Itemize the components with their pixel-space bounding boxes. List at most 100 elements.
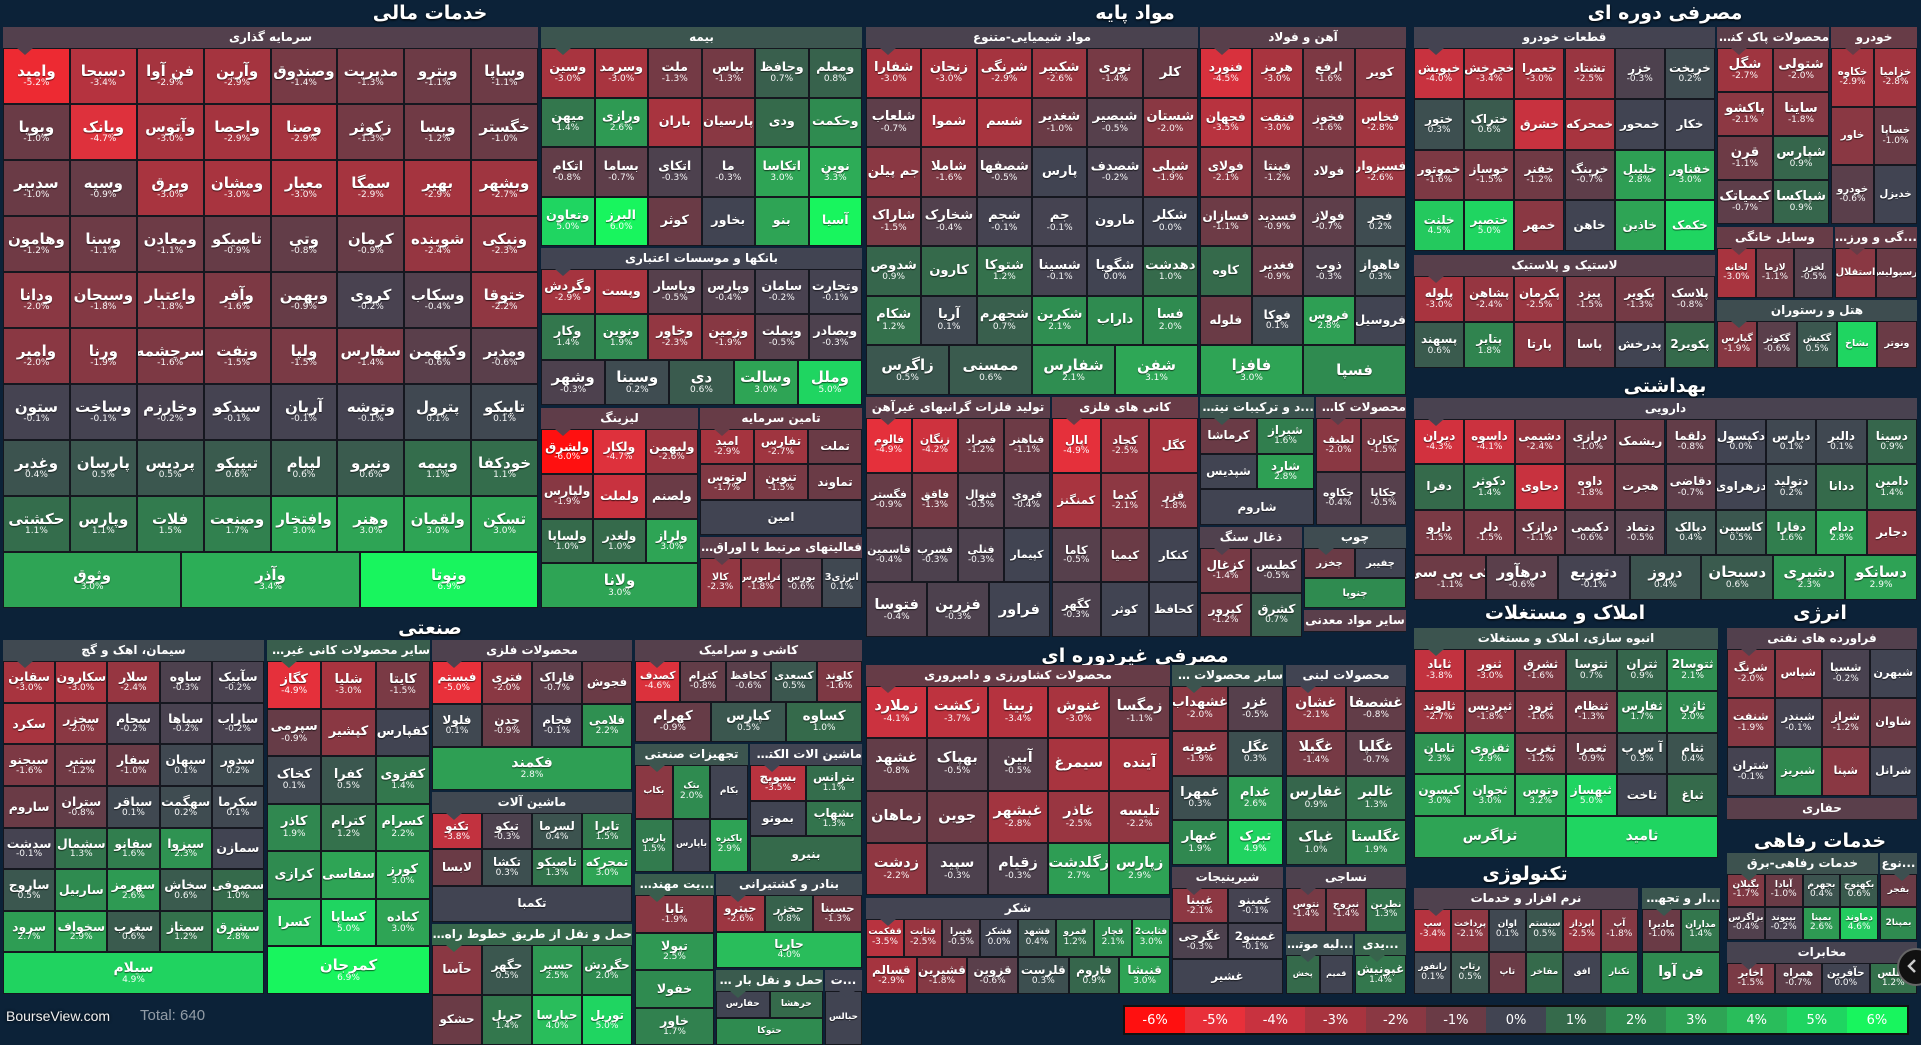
stock-tile[interactable]: سلار -2.4% bbox=[107, 661, 160, 703]
stock-tile[interactable]: غیونه -1.9% bbox=[1172, 730, 1228, 776]
stock-tile[interactable]: شارد 2.8% bbox=[1257, 453, 1314, 490]
stock-tile[interactable]: غگیلا -1.4% bbox=[1286, 730, 1346, 776]
stock-tile[interactable]: ساروج 0.5% bbox=[3, 869, 56, 911]
industry-group-header[interactable]: نرم افزار و خدمات bbox=[1414, 888, 1638, 910]
stock-tile[interactable]: اتکای -0.3% bbox=[648, 147, 702, 197]
stock-tile[interactable]: فجهان -3.5% bbox=[1200, 97, 1252, 148]
industry-group-header[interactable]: مخابرات bbox=[1727, 942, 1917, 964]
stock-tile[interactable]: زماهان bbox=[866, 790, 927, 843]
stock-tile[interactable]: تکنار bbox=[1600, 951, 1638, 994]
stock-tile[interactable]: غبینا -2.1% bbox=[1172, 888, 1228, 924]
stock-tile[interactable]: فنلی -0.3% bbox=[958, 527, 1004, 583]
stock-tile[interactable]: کایتا -1.5% bbox=[375, 661, 430, 709]
stock-tile[interactable]: حرهشا bbox=[769, 991, 823, 1018]
stock-tile[interactable]: کشرق 0.7% bbox=[1251, 592, 1302, 637]
stock-tile[interactable]: داوه -1.8% bbox=[1564, 464, 1616, 510]
stock-tile[interactable]: ونیکی -2.3% bbox=[471, 216, 538, 272]
stock-tile[interactable]: شکلر 0.0% bbox=[1142, 196, 1198, 247]
stock-tile[interactable]: خودرو -0.6% bbox=[1831, 165, 1874, 224]
stock-tile[interactable]: ولصنم bbox=[645, 473, 698, 519]
stock-tile[interactable]: پکرمان -2.5% bbox=[1514, 276, 1565, 322]
stock-tile[interactable]: فروس 2.8% bbox=[1303, 295, 1355, 346]
stock-tile[interactable]: فمراد -1.2% bbox=[958, 418, 1004, 473]
stock-tile[interactable]: فولاد bbox=[1303, 147, 1355, 197]
stock-tile[interactable]: بساما -0.7% bbox=[594, 147, 648, 197]
stock-tile[interactable]: فسپا bbox=[1303, 345, 1406, 395]
industry-group-header[interactable]: حمل و نقل از طریق خطوط راه اهن bbox=[432, 924, 632, 946]
stock-tile[interactable]: دکیمی -0.6% bbox=[1564, 509, 1616, 555]
industry-group-header[interactable]: محصولات فلزی bbox=[432, 640, 632, 662]
stock-tile[interactable]: سپید -0.3% bbox=[926, 842, 988, 895]
stock-tile[interactable]: ساربیل bbox=[55, 869, 108, 911]
stock-tile[interactable]: بپیوند -0.2% bbox=[1764, 907, 1803, 940]
stock-tile[interactable]: سکرما 0.1% bbox=[211, 785, 264, 828]
stock-tile[interactable]: افق bbox=[1563, 951, 1601, 994]
stock-tile[interactable]: سیدکو -0.1% bbox=[203, 384, 271, 440]
stock-tile[interactable]: ورازی 2.6% bbox=[594, 97, 648, 147]
stock-tile[interactable]: سجام -0.2% bbox=[107, 702, 160, 745]
stock-tile[interactable]: سباقر 0.1% bbox=[107, 785, 160, 828]
stock-tile[interactable]: شگل -2.7% bbox=[1717, 48, 1773, 92]
stock-tile[interactable]: کپشیر bbox=[321, 708, 376, 757]
stock-tile[interactable]: تپولا 2.5% bbox=[635, 932, 714, 970]
stock-tile[interactable]: فخوز -1.6% bbox=[1303, 97, 1355, 148]
stock-tile[interactable]: دماوند 4.6% bbox=[1840, 907, 1878, 940]
stock-tile[interactable]: سفار -1.0% bbox=[107, 744, 160, 786]
stock-tile[interactable]: نطرین 1.3% bbox=[1366, 888, 1406, 932]
stock-tile[interactable]: ولغدر 1.0% bbox=[593, 518, 646, 564]
stock-tile[interactable]: پاکیزه 2.9% bbox=[710, 818, 748, 872]
stock-tile[interactable]: ولشرق -6.0% bbox=[541, 429, 594, 474]
stock-tile[interactable]: وبشهر -2.7% bbox=[471, 160, 538, 216]
stock-tile[interactable]: شغدیر -1.0% bbox=[1032, 97, 1088, 148]
industry-group-header[interactable]: ...گی و ورزشی bbox=[1835, 227, 1917, 249]
stock-tile[interactable]: تاصیکو -0.9% bbox=[203, 216, 271, 272]
stock-tile[interactable]: وخاور -2.3% bbox=[648, 314, 702, 360]
stock-tile[interactable]: ومعلم 0.8% bbox=[808, 48, 862, 98]
stock-tile[interactable]: غشهد -0.8% bbox=[866, 738, 927, 791]
stock-tile[interactable]: درازی -1.0% bbox=[1564, 419, 1616, 465]
stock-tile[interactable]: وصندوق -1.4% bbox=[270, 48, 338, 104]
stock-tile[interactable]: وحافظ 0.7% bbox=[755, 48, 809, 98]
stock-tile[interactable]: پدرخش bbox=[1614, 322, 1665, 368]
stock-tile[interactable]: واحصا -2.9% bbox=[203, 104, 271, 160]
stock-tile[interactable]: وسپه -0.9% bbox=[69, 160, 137, 216]
stock-tile[interactable]: تملت bbox=[808, 429, 862, 465]
stock-tile[interactable]: فپنتا -1.2% bbox=[1251, 147, 1303, 197]
stock-tile[interactable]: شپلی -1.9% bbox=[1142, 147, 1198, 197]
stock-tile[interactable]: وپاسار -0.5% bbox=[648, 269, 702, 315]
stock-tile[interactable]: ثرود -1.6% bbox=[1515, 690, 1566, 733]
stock-tile[interactable]: جم -0.1% bbox=[1032, 196, 1088, 247]
stock-tile[interactable]: وبملت -0.5% bbox=[755, 314, 809, 360]
stock-tile[interactable]: فن آوا bbox=[1642, 951, 1720, 994]
stock-tile[interactable]: چکاپا -0.5% bbox=[1361, 471, 1406, 525]
stock-tile[interactable]: دی 0.6% bbox=[669, 359, 734, 405]
stock-tile[interactable]: ثتران 0.9% bbox=[1616, 649, 1668, 691]
stock-tile[interactable]: خموتور -1.6% bbox=[1414, 149, 1465, 201]
stock-tile[interactable]: کاسپین 0.5% bbox=[1715, 509, 1767, 555]
stock-tile[interactable]: دلر -1.5% bbox=[1464, 509, 1515, 555]
stock-tile[interactable]: فنفت -3.0% bbox=[1251, 97, 1303, 148]
stock-tile[interactable]: دسانکو 2.9% bbox=[1845, 554, 1917, 600]
stock-tile[interactable]: هرمز -3.0% bbox=[1251, 48, 1303, 98]
stock-tile[interactable]: خزر -0.3% bbox=[1614, 48, 1665, 99]
stock-tile[interactable]: ما -0.3% bbox=[701, 147, 755, 197]
stock-tile[interactable]: بنو bbox=[755, 196, 809, 246]
stock-tile[interactable]: غزر -0.5% bbox=[1227, 686, 1283, 731]
stock-tile[interactable]: خریخت 0.2% bbox=[1664, 48, 1715, 99]
stock-tile[interactable]: ساوه -0.3% bbox=[159, 661, 212, 703]
stock-tile[interactable]: سیلام 4.9% bbox=[3, 952, 264, 994]
stock-tile[interactable]: ونفت -1.5% bbox=[203, 328, 271, 384]
industry-group-header[interactable]: حفاری bbox=[1727, 798, 1917, 820]
stock-tile[interactable]: میهن 1.4% bbox=[541, 97, 595, 147]
stock-tile[interactable]: شستان -2.0% bbox=[1142, 97, 1198, 148]
industry-group-header[interactable]: کاشی و سرامیک bbox=[635, 640, 862, 662]
stock-tile[interactable]: شفارس 2.1% bbox=[1032, 345, 1115, 395]
stock-tile[interactable]: ستون -0.1% bbox=[3, 384, 70, 440]
stock-tile[interactable]: ختصیر 5.0% bbox=[1464, 200, 1515, 251]
stock-tile[interactable]: شسپا -0.2% bbox=[1822, 649, 1870, 698]
stock-tile[interactable]: کوثر bbox=[1100, 582, 1150, 637]
stock-tile[interactable]: وبهمن -0.9% bbox=[270, 272, 338, 328]
stock-tile[interactable]: ددام 2.8% bbox=[1816, 509, 1867, 555]
stock-tile[interactable]: وبویا -1.0% bbox=[3, 104, 70, 160]
stock-tile[interactable]: خدیزل bbox=[1874, 165, 1917, 224]
